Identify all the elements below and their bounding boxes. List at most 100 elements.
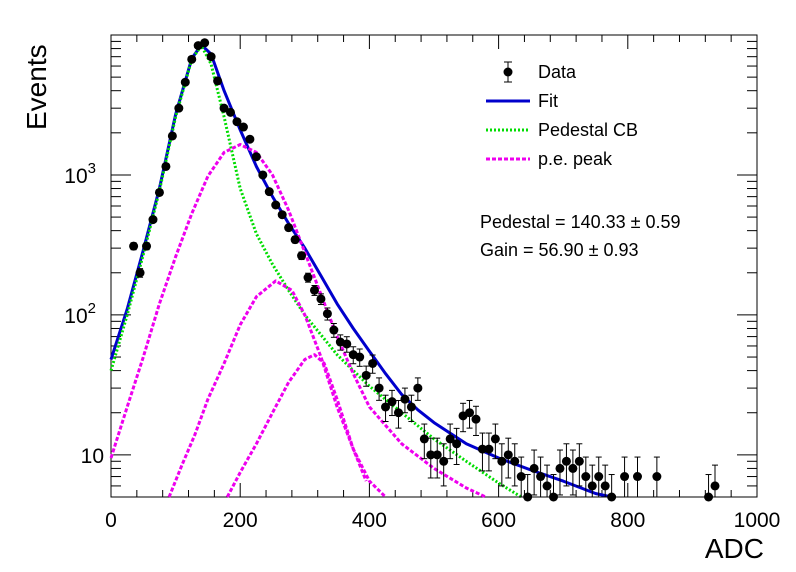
data-point xyxy=(465,399,475,429)
data-marker xyxy=(503,450,513,460)
data-marker xyxy=(452,439,462,449)
data-marker xyxy=(471,414,481,424)
data-point xyxy=(607,474,617,502)
legend-label: Data xyxy=(538,62,577,82)
data-marker xyxy=(445,434,455,444)
data-marker xyxy=(342,339,352,349)
x-tick-label: 600 xyxy=(481,509,516,532)
data-point xyxy=(142,241,152,251)
data-marker xyxy=(568,463,578,473)
data-marker xyxy=(361,370,371,380)
data-marker xyxy=(387,397,397,407)
data-marker xyxy=(607,492,617,502)
data-point xyxy=(148,215,158,225)
data-point xyxy=(704,474,714,502)
data-point xyxy=(187,54,197,64)
data-marker xyxy=(219,103,229,113)
curves xyxy=(109,43,613,499)
pe-peak-curve xyxy=(167,279,387,499)
y-tick-label: 103 xyxy=(64,160,96,188)
legend-label: Pedestal CB xyxy=(538,120,638,140)
data-point xyxy=(510,443,520,487)
plot-frame xyxy=(110,34,758,498)
data-point xyxy=(581,456,591,498)
data-point xyxy=(361,365,371,387)
data-marker xyxy=(581,472,591,482)
data-marker xyxy=(322,309,332,319)
data-marker xyxy=(374,383,384,393)
data-marker xyxy=(632,472,642,482)
data-point xyxy=(290,235,300,245)
data-marker xyxy=(529,463,539,473)
data-point xyxy=(180,77,190,87)
data-marker xyxy=(465,408,475,418)
data-marker xyxy=(406,402,416,412)
data-point xyxy=(213,76,223,86)
data-marker xyxy=(432,450,442,460)
data-marker xyxy=(355,352,365,362)
x-tick-label: 0 xyxy=(105,509,117,532)
data-point xyxy=(232,117,242,127)
x-tick-label: 400 xyxy=(352,509,387,532)
pedestal-cb-curve xyxy=(109,44,522,499)
legend-entry: Data xyxy=(503,61,577,83)
axes: 0 200 400 600 800 1000 10 102 103 xyxy=(64,35,780,532)
data-marker xyxy=(174,103,184,113)
data-marker xyxy=(490,434,500,444)
data-point xyxy=(219,103,229,113)
legend-entry: p.e. peak xyxy=(486,149,613,169)
data-marker xyxy=(368,358,378,368)
data-marker xyxy=(258,170,268,180)
data-point xyxy=(439,443,449,487)
data-marker xyxy=(555,463,565,473)
data-marker xyxy=(290,235,300,245)
data-point xyxy=(620,456,630,498)
fit-curve xyxy=(109,43,613,499)
data-marker xyxy=(704,492,714,502)
data-marker xyxy=(510,456,520,466)
data-point xyxy=(549,474,559,502)
data-point xyxy=(400,387,410,414)
data-marker xyxy=(206,52,216,62)
data-marker xyxy=(620,472,630,482)
data-marker xyxy=(264,187,274,197)
data-marker xyxy=(536,472,546,482)
data-point xyxy=(555,449,565,496)
data-point xyxy=(536,456,546,498)
data-point xyxy=(413,377,423,401)
data-point xyxy=(251,152,261,162)
data-marker xyxy=(400,394,410,404)
data-point xyxy=(632,456,642,498)
data-point xyxy=(477,432,487,472)
data-point xyxy=(490,423,500,460)
data-point xyxy=(174,103,184,113)
data-point xyxy=(516,456,526,498)
data-point xyxy=(271,200,281,210)
data-point xyxy=(419,423,429,460)
data-marker xyxy=(232,117,242,127)
data-marker xyxy=(200,38,210,48)
data-point xyxy=(303,272,313,283)
data-marker xyxy=(297,251,307,261)
data-point xyxy=(426,437,436,479)
p-e-peak-curve xyxy=(109,143,487,499)
data-marker xyxy=(413,383,423,393)
data-point xyxy=(342,336,352,353)
data-marker xyxy=(135,268,145,278)
data-point xyxy=(574,443,584,487)
data-marker xyxy=(245,134,255,144)
data-marker xyxy=(154,187,164,197)
data-marker xyxy=(561,456,571,466)
data-point xyxy=(154,187,164,197)
legend-marker xyxy=(503,67,513,77)
data-marker xyxy=(309,285,319,295)
data-marker xyxy=(542,481,552,491)
data-marker xyxy=(329,325,339,335)
data-point xyxy=(561,443,571,487)
data-point xyxy=(258,170,268,180)
data-point xyxy=(503,437,513,479)
data-marker xyxy=(710,481,720,491)
data-point xyxy=(432,437,442,479)
data-point xyxy=(374,377,384,401)
data-marker xyxy=(419,434,429,444)
